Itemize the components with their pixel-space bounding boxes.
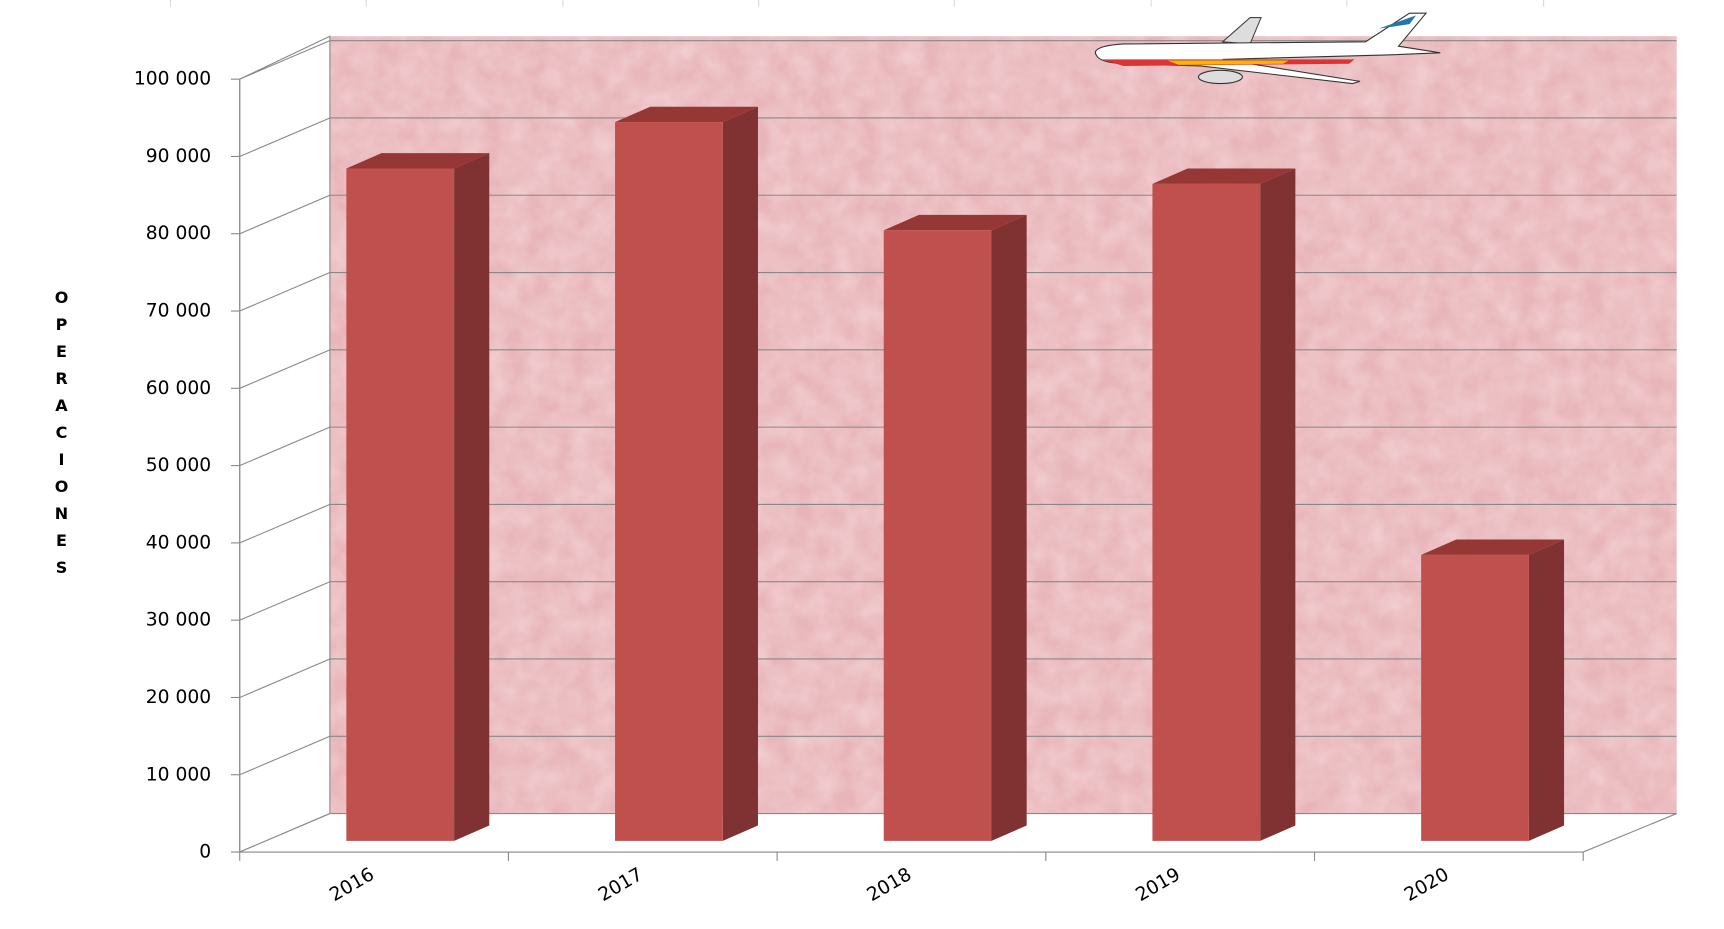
bar-side — [1528, 539, 1565, 841]
grid-line — [239, 117, 331, 157]
bar-top — [1421, 539, 1565, 555]
bar-side — [991, 214, 1027, 841]
x-tick-label: 2020 — [1401, 864, 1453, 906]
side-wall — [239, 35, 331, 853]
sheet-grid — [169, 0, 1545, 7]
grid-line — [239, 194, 331, 235]
grid-line — [239, 581, 331, 621]
bar-side — [1260, 168, 1296, 841]
y-tick-label: 20 000 — [146, 687, 211, 708]
bar — [615, 122, 723, 841]
y-tick-label: 80 000 — [146, 223, 211, 244]
grid-line — [239, 658, 331, 698]
y-tick-label: 90 000 — [146, 146, 211, 167]
y-tick-label: 30 000 — [146, 610, 211, 631]
x-tick-label: 2019 — [1132, 864, 1184, 906]
marks — [346, 106, 1565, 841]
bar-side — [722, 106, 758, 841]
bar-top — [883, 214, 1027, 231]
bar — [1421, 554, 1529, 841]
y-tick-label: 40 000 — [146, 532, 211, 553]
bar — [346, 168, 455, 841]
airplane — [1094, 12, 1441, 85]
bar-top — [1152, 168, 1296, 184]
grid-line — [239, 349, 331, 389]
y-tick-label: 50 000 — [146, 455, 211, 476]
x-tick-label: 2018 — [864, 864, 916, 906]
grid-line — [239, 735, 331, 776]
bar-top — [615, 106, 758, 123]
y-tick-label: 60 000 — [146, 378, 211, 399]
y-tick-label: 10 000 — [146, 764, 211, 785]
y-tick-label: 70 000 — [146, 301, 211, 322]
grid-line — [239, 40, 331, 80]
bar-side — [454, 153, 490, 841]
grid-line — [239, 426, 331, 467]
y-tick-label: 0 — [199, 842, 211, 863]
x-tick-label: 2017 — [595, 864, 647, 906]
grid-line — [239, 272, 331, 312]
bar — [1152, 183, 1261, 841]
x-tick-label: 2016 — [326, 864, 378, 906]
y-axis-label: OPERACIONES — [52, 288, 71, 585]
grid-line — [239, 503, 331, 544]
y-tick-label: 100 000 — [134, 69, 211, 90]
bar-top — [346, 153, 490, 169]
bar — [883, 230, 992, 841]
